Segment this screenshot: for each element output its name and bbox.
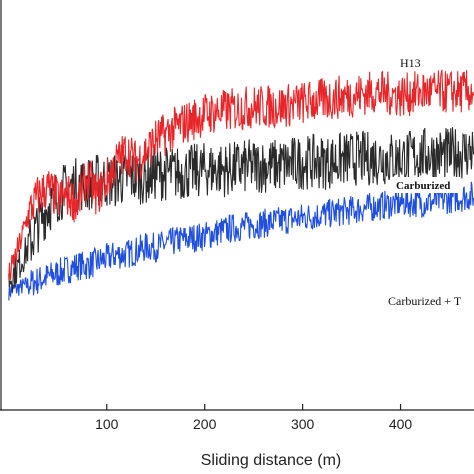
series-label: Carburized [396,180,450,192]
x-tick-label: 300 [291,416,315,432]
x-tick-label: 100 [95,416,119,432]
series-label-background [385,293,474,309]
series-line-h13 [8,69,474,281]
x-axis-title: Sliding distance (m) [201,452,342,469]
x-tick-label: 200 [193,416,217,432]
x-tick-label: 400 [389,416,413,432]
series-label-background [393,177,461,193]
series-label-layer: H13 Carburized Carburized + T [385,56,474,309]
x-tick-layer: 100 200 300 400 [95,404,412,432]
series-label: H13 [400,56,421,70]
series-label: Carburized + T [388,294,462,308]
series-line-carburized [8,127,474,292]
